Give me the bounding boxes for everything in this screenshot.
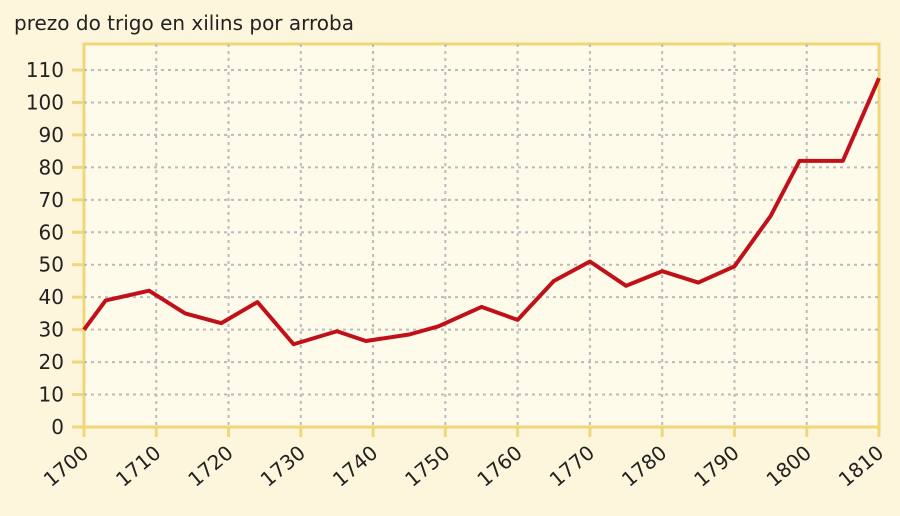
y-tick-label: 80 [39, 155, 64, 179]
y-tick-label: 10 [39, 383, 64, 407]
y-tick-label: 60 [39, 220, 64, 244]
y-tick-label: 40 [39, 285, 64, 309]
plot-area [82, 42, 881, 429]
y-tick-label: 90 [39, 123, 64, 147]
y-tick-label: 70 [39, 188, 64, 212]
y-tick-label: 30 [39, 318, 64, 342]
y-tick-label: 100 [26, 90, 64, 114]
y-tick-label: 110 [26, 58, 64, 82]
y-tick-label: 0 [51, 415, 64, 439]
data-line [82, 77, 881, 347]
y-tick-label: 20 [39, 350, 64, 374]
y-tick-label: 50 [39, 253, 64, 277]
chart-title: prezo do trigo en xilins por arroba [14, 11, 354, 35]
